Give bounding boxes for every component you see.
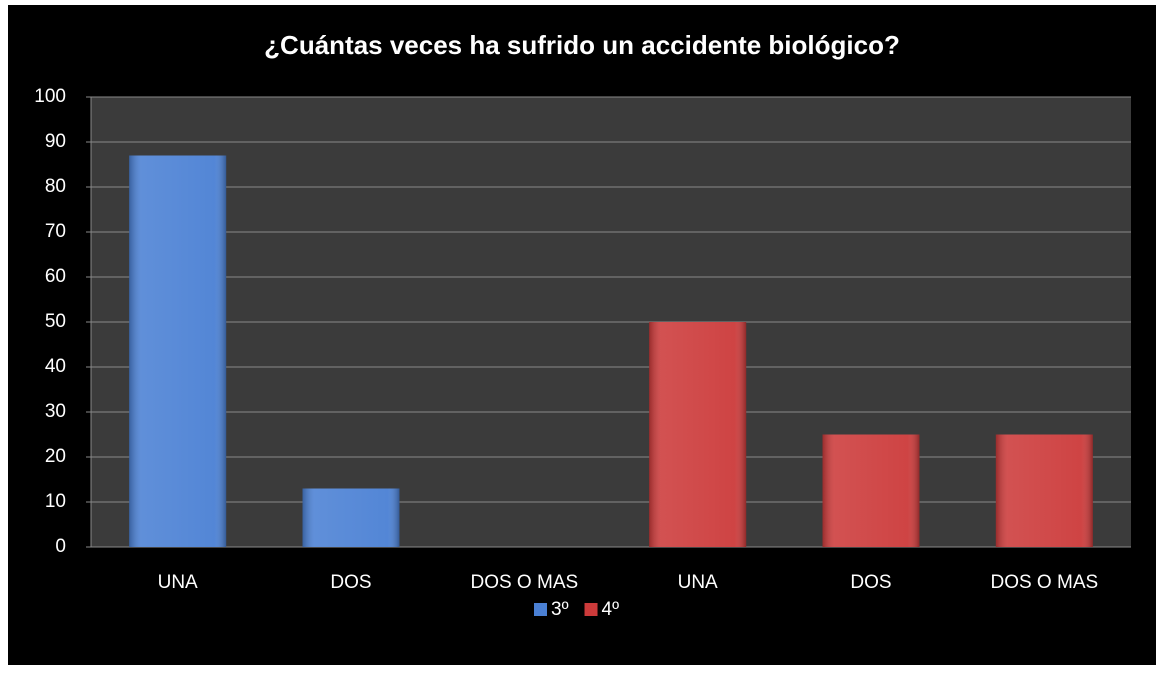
- y-tick-label: 0: [55, 536, 66, 557]
- y-tick-label: 60: [45, 266, 66, 287]
- legend-label: 3º: [551, 599, 569, 620]
- y-tick-label: 30: [45, 401, 66, 422]
- legend-marker: [534, 603, 547, 616]
- x-tick-label: UNA: [678, 572, 718, 593]
- y-tick-label: 90: [45, 131, 66, 152]
- bar-shading: [649, 322, 747, 547]
- bar-shading: [995, 434, 1093, 547]
- y-tick-label: 10: [45, 491, 66, 512]
- y-tick-label: 70: [45, 221, 66, 242]
- x-tick-label: DOS: [850, 572, 891, 593]
- chart-title: ¿Cuántas veces ha sufrido un accidente b…: [264, 30, 900, 60]
- x-tick-label: UNA: [158, 572, 198, 593]
- x-tick-label: DOS O MAS: [990, 572, 1098, 593]
- legend-marker: [584, 603, 598, 616]
- y-tick-label: 80: [45, 176, 66, 197]
- bar-shading: [129, 155, 227, 547]
- bar-shading: [302, 488, 400, 547]
- y-tick-label: 40: [45, 356, 66, 377]
- bar-shading: [822, 434, 920, 547]
- x-tick-label: DOS O MAS: [470, 572, 578, 593]
- y-tick-label: 50: [45, 311, 66, 332]
- y-tick-label: 100: [34, 86, 66, 107]
- y-tick-label: 20: [45, 446, 66, 467]
- legend-label: 4º: [602, 599, 620, 620]
- x-tick-label: DOS: [330, 572, 371, 593]
